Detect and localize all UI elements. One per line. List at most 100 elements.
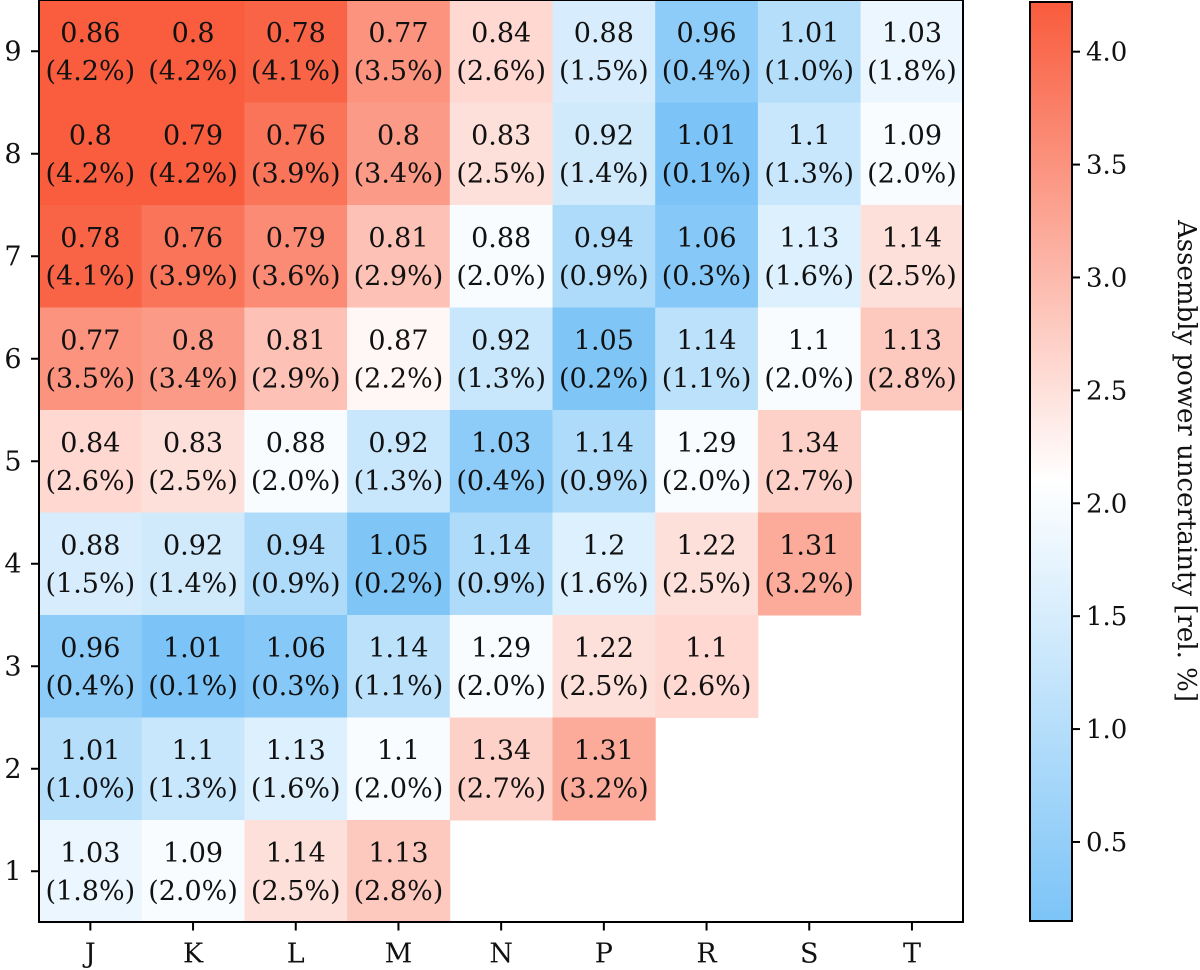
cell-value-label: 0.94 xyxy=(574,223,634,254)
heatmap-cell: 0.76 (3.9%) xyxy=(141,205,245,308)
cell-uncertainty-label: (2.0%) xyxy=(251,466,341,497)
cell-uncertainty-label: (1.6%) xyxy=(251,774,341,805)
colorbar-tick-label: 1.0 xyxy=(1086,715,1127,745)
cell-uncertainty-label: (0.3%) xyxy=(662,261,752,292)
cell-value-label: 0.92 xyxy=(471,326,531,357)
cell-value-label: 1.29 xyxy=(676,428,736,459)
heatmap-cell: 1.14 (2.5%) xyxy=(244,820,348,923)
cell-value-label: 1.09 xyxy=(882,121,942,152)
cell-uncertainty-label: (4.2%) xyxy=(46,159,136,190)
heatmap-cell: 0.83 (2.5%) xyxy=(141,410,245,513)
cell-value-label: 1.22 xyxy=(574,633,634,664)
heatmap-cell: 1.1 (1.3%) xyxy=(757,102,862,206)
heatmap-cell-fill xyxy=(449,102,553,206)
cell-value-label: 1.14 xyxy=(266,838,326,869)
cell-value-label: 0.92 xyxy=(368,428,428,459)
heatmap-cell: 1.1 (2.6%) xyxy=(655,615,759,718)
heatmap-cell-fill xyxy=(552,615,656,718)
cell-uncertainty-label: (3.4%) xyxy=(148,364,238,395)
cell-uncertainty-label: (0.1%) xyxy=(662,159,752,190)
cell-value-label: 0.94 xyxy=(266,531,326,562)
heatmap-cell-fill xyxy=(141,820,245,923)
heatmap-cell: 0.76 (3.9%) xyxy=(244,102,348,206)
cell-uncertainty-label: (2.7%) xyxy=(456,774,546,805)
heatmap-cell: 0.92 (1.3%) xyxy=(347,410,451,513)
y-tick-label: 1 xyxy=(4,856,21,887)
heatmap-cell-fill xyxy=(757,205,862,308)
heatmap-cell-fill xyxy=(141,205,245,308)
heatmap-cell: 0.8 (4.2%) xyxy=(141,0,245,103)
heatmap-cell: 0.88 (2.0%) xyxy=(244,410,348,513)
heatmap-cell-fill xyxy=(347,410,451,513)
cell-uncertainty-label: (0.4%) xyxy=(46,671,136,702)
heatmap-cell: 1.1 (2.0%) xyxy=(757,307,862,411)
cell-uncertainty-label: (2.5%) xyxy=(559,671,649,702)
cell-uncertainty-label: (2.5%) xyxy=(867,261,957,292)
heatmap-cell: 1.31 (3.2%) xyxy=(757,512,862,616)
heatmap-cell: 1.22 (2.5%) xyxy=(655,512,759,616)
cell-uncertainty-label: (2.5%) xyxy=(662,569,752,600)
heatmap-cell: 0.92 (1.4%) xyxy=(552,102,656,206)
y-tick-label: 9 xyxy=(4,36,21,67)
heatmap-cell: 0.84 (2.6%) xyxy=(449,0,553,103)
cell-uncertainty-label: (3.4%) xyxy=(354,159,444,190)
heatmap-cell: 1.34 (2.7%) xyxy=(757,410,862,513)
heatmap-cell: 1.09 (2.0%) xyxy=(141,820,245,923)
heatmap-cell-fill xyxy=(552,717,656,821)
cell-value-label: 1.14 xyxy=(882,223,942,254)
cell-uncertainty-label: (2.5%) xyxy=(456,159,546,190)
heatmap-cell: 1.13 (1.6%) xyxy=(244,717,348,821)
cell-value-label: 0.8 xyxy=(172,326,215,357)
cell-value-label: 1.34 xyxy=(779,428,839,459)
cell-uncertainty-label: (2.0%) xyxy=(456,671,546,702)
heatmap-cell-fill xyxy=(757,512,862,616)
cell-uncertainty-label: (0.2%) xyxy=(354,569,444,600)
heatmap-cell: 1.14 (2.5%) xyxy=(860,205,964,308)
heatmap-cell-fill xyxy=(552,102,656,206)
cell-uncertainty-label: (1.3%) xyxy=(148,774,238,805)
cell-uncertainty-label: (1.3%) xyxy=(764,159,854,190)
heatmap-cell-fill xyxy=(449,307,553,411)
cell-value-label: 1.01 xyxy=(676,121,736,152)
cell-value-label: 1.13 xyxy=(882,326,942,357)
cell-uncertainty-label: (1.4%) xyxy=(559,159,649,190)
heatmap-cell-fill xyxy=(39,410,143,513)
cell-uncertainty-label: (3.5%) xyxy=(354,56,444,87)
cell-uncertainty-label: (1.3%) xyxy=(456,364,546,395)
cell-uncertainty-label: (1.6%) xyxy=(764,261,854,292)
cell-uncertainty-label: (2.8%) xyxy=(867,364,957,395)
cell-value-label: 1.01 xyxy=(60,736,120,767)
heatmap-cell-fill xyxy=(449,0,553,103)
heatmap-cell-fill xyxy=(141,410,245,513)
heatmap-cell: 1.14 (1.1%) xyxy=(347,615,451,718)
y-tick-label: 2 xyxy=(4,754,21,785)
heatmap-cell: 0.8 (3.4%) xyxy=(347,102,451,206)
cell-value-label: 1.13 xyxy=(779,223,839,254)
heatmap-cell: 0.94 (0.9%) xyxy=(244,512,348,616)
y-axis: 1 2 3 4 5 6 7 8 9 xyxy=(4,36,39,887)
cell-value-label: 1.34 xyxy=(471,736,531,767)
cell-value-label: 0.76 xyxy=(163,223,223,254)
heatmap-cell-fill xyxy=(757,102,862,206)
cell-value-label: 1.05 xyxy=(574,326,634,357)
heatmap-cell-fill xyxy=(244,307,348,411)
heatmap-cell-fill xyxy=(655,410,759,513)
heatmap-cell: 0.92 (1.4%) xyxy=(141,512,245,616)
heatmap-cell: 0.81 (2.9%) xyxy=(244,307,348,411)
cell-value-label: 0.79 xyxy=(163,121,223,152)
y-tick-label: 5 xyxy=(4,446,21,477)
heatmap-cell-fill xyxy=(757,307,862,411)
cell-uncertainty-label: (0.3%) xyxy=(251,671,341,702)
y-tick-label: 4 xyxy=(4,549,21,580)
cell-uncertainty-label: (2.8%) xyxy=(354,876,444,907)
x-tick-label: K xyxy=(183,939,204,970)
heatmap-cell: 0.79 (3.6%) xyxy=(244,205,348,308)
heatmap-cell-fill xyxy=(244,717,348,821)
cell-uncertainty-label: (0.9%) xyxy=(456,569,546,600)
heatmap-cell: 1.34 (2.7%) xyxy=(449,717,553,821)
heatmap-cell-fill xyxy=(244,615,348,718)
heatmap-cell-fill xyxy=(655,102,759,206)
cell-uncertainty-label: (2.6%) xyxy=(46,466,136,497)
cell-value-label: 1.1 xyxy=(788,121,831,152)
cell-uncertainty-label: (2.0%) xyxy=(148,876,238,907)
